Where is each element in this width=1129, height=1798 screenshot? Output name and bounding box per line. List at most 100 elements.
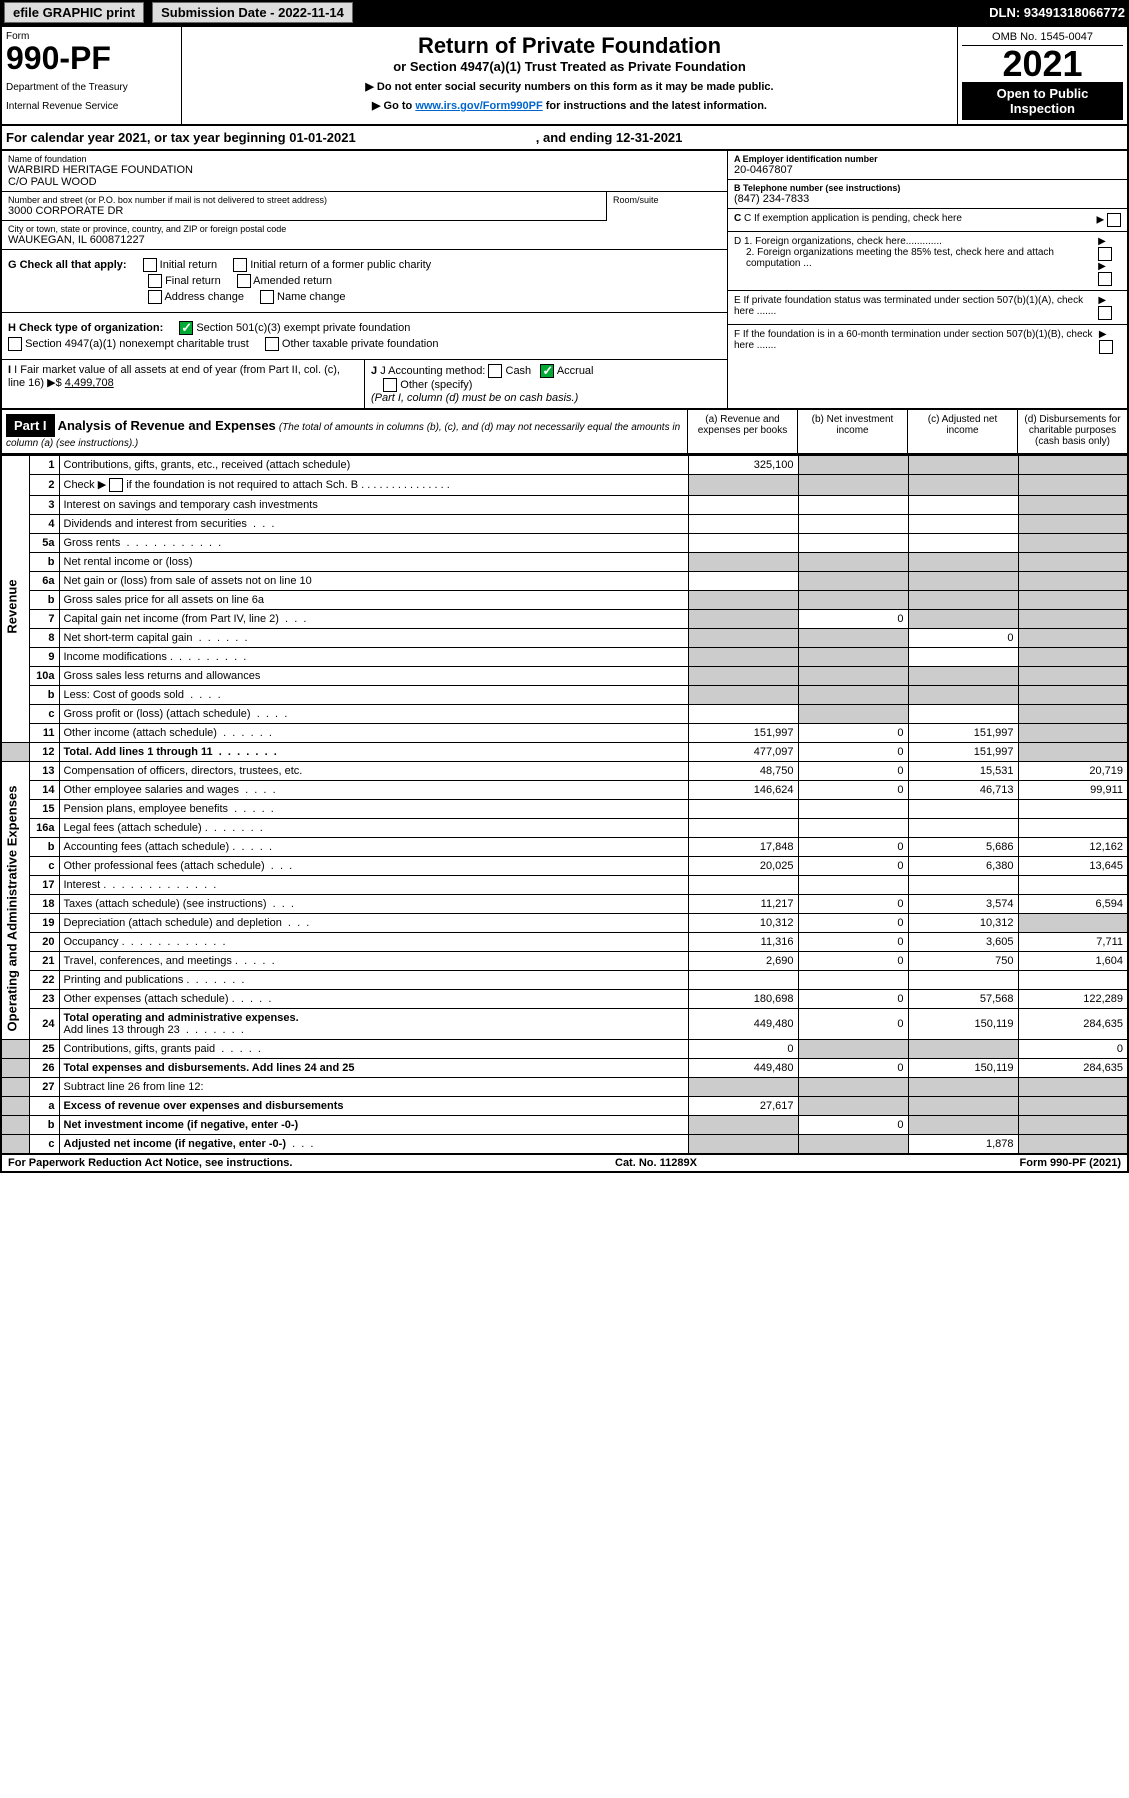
name-change-check[interactable] (260, 290, 274, 304)
l23-c: 57,568 (908, 990, 1018, 1009)
dln: DLN: 93491318066772 (989, 5, 1125, 20)
schb-check[interactable] (109, 478, 123, 492)
l14-c: 46,713 (908, 781, 1018, 800)
line-10b: bLess: Cost of goods sold . . . . (1, 686, 1128, 705)
other-taxable-check[interactable] (265, 337, 279, 351)
line-16c: cOther professional fees (attach schedul… (1, 857, 1128, 876)
l7-num: 7 (29, 610, 59, 629)
initial-return-check[interactable] (143, 258, 157, 272)
501c3-label: Section 501(c)(3) exempt private foundat… (196, 322, 410, 334)
l27b-desc: Net investment income (if negative, ente… (59, 1116, 688, 1135)
l10b-desc: Less: Cost of goods sold . . . . (59, 686, 688, 705)
line-25: 25Contributions, gifts, grants paid . . … (1, 1040, 1128, 1059)
line-24: 24Total operating and administrative exp… (1, 1009, 1128, 1040)
l16b-num: b (29, 838, 59, 857)
other-taxable-label: Other taxable private foundation (282, 338, 439, 350)
l5b-num: b (29, 553, 59, 572)
l13-c: 15,531 (908, 762, 1018, 781)
e-check[interactable] (1098, 306, 1112, 320)
form-id-box: Form 990-PF Department of the Treasury I… (2, 27, 182, 124)
e-label: E If private foundation status was termi… (734, 295, 1098, 317)
amended-return-check[interactable] (237, 274, 251, 288)
l16c-num: c (29, 857, 59, 876)
l21-c: 750 (908, 952, 1018, 971)
exempt-pending: C C If exemption application is pending,… (728, 209, 1127, 232)
l24-num: 24 (29, 1009, 59, 1040)
line-19: 19Depreciation (attach schedule) and dep… (1, 914, 1128, 933)
efile-header: efile GRAPHIC print Submission Date - 20… (0, 0, 1129, 25)
l19-desc: Depreciation (attach schedule) and deple… (59, 914, 688, 933)
l20-num: 20 (29, 933, 59, 952)
l2-num: 2 (29, 475, 59, 496)
l25-num: 25 (29, 1040, 59, 1059)
l18-desc: Taxes (attach schedule) (see instruction… (59, 895, 688, 914)
line-12: 12Total. Add lines 1 through 11 . . . . … (1, 743, 1128, 762)
l6a-num: 6a (29, 572, 59, 591)
l27-num: 27 (29, 1078, 59, 1097)
l19-c: 10,312 (908, 914, 1018, 933)
l27b-num: b (29, 1116, 59, 1135)
f-check[interactable] (1099, 340, 1113, 354)
cash-check[interactable] (488, 364, 502, 378)
l8-desc: Net short-term capital gain . . . . . . (59, 629, 688, 648)
section-h: H Check type of organization: Section 50… (2, 313, 727, 360)
l1-desc: Contributions, gifts, grants, etc., rece… (59, 456, 688, 475)
4947-check[interactable] (8, 337, 22, 351)
l16b-a: 17,848 (688, 838, 798, 857)
revenue-vertical: Revenue (5, 557, 20, 657)
501c3-check[interactable] (179, 321, 193, 335)
l8-c: 0 (908, 629, 1018, 648)
l23-num: 23 (29, 990, 59, 1009)
l16a-desc: Legal fees (attach schedule) . . . . . .… (59, 819, 688, 838)
form-title: Return of Private Foundation (188, 33, 951, 59)
col-d-head: (d) Disbursements for charitable purpose… (1017, 410, 1127, 453)
l11-c: 151,997 (908, 724, 1018, 743)
accrual-check[interactable] (540, 364, 554, 378)
l23-d: 122,289 (1018, 990, 1128, 1009)
l25-d: 0 (1018, 1040, 1128, 1059)
l17-desc: Interest . . . . . . . . . . . . . (59, 876, 688, 895)
final-return-check[interactable] (148, 274, 162, 288)
form-ref: Form 990-PF (2021) (1020, 1157, 1121, 1169)
l18-d: 6,594 (1018, 895, 1128, 914)
l5a-desc: Gross rents . . . . . . . . . . . (59, 534, 688, 553)
l16b-d: 12,162 (1018, 838, 1128, 857)
l21-a: 2,690 (688, 952, 798, 971)
submission-date: Submission Date - 2022-11-14 (152, 2, 353, 23)
city-cell: City or town, state or province, country… (2, 221, 727, 250)
foundation-name: WARBIRD HERITAGE FOUNDATION (8, 164, 721, 176)
line-6a: 6aNet gain or (loss) from sale of assets… (1, 572, 1128, 591)
address-change-check[interactable] (148, 290, 162, 304)
amended-return-label: Amended return (253, 275, 332, 287)
l6a-desc: Net gain or (loss) from sale of assets n… (59, 572, 688, 591)
efile-print-btn[interactable]: efile GRAPHIC print (4, 2, 144, 23)
l7-desc: Capital gain net income (from Part IV, l… (59, 610, 688, 629)
l6b-num: b (29, 591, 59, 610)
cash-label: Cash (506, 365, 532, 377)
col-c-head: (c) Adjusted net income (907, 410, 1017, 453)
c-check[interactable] (1107, 213, 1121, 227)
care-of: C/O PAUL WOOD (8, 176, 721, 188)
initial-former-check[interactable] (233, 258, 247, 272)
l27a-desc: Excess of revenue over expenses and disb… (59, 1097, 688, 1116)
l21-num: 21 (29, 952, 59, 971)
d1-check[interactable] (1098, 247, 1112, 261)
part1-title: Analysis of Revenue and Expenses (58, 418, 276, 433)
line-1: Revenue1Contributions, gifts, grants, et… (1, 456, 1128, 475)
l27b-b: 0 (798, 1116, 908, 1135)
other-method-check[interactable] (383, 378, 397, 392)
l27c-c: 1,878 (908, 1135, 1018, 1155)
goto-note: ▶ Go to www.irs.gov/Form990PF for instru… (188, 99, 951, 112)
l27c-num: c (29, 1135, 59, 1155)
l14-desc: Other employee salaries and wages . . . … (59, 781, 688, 800)
foreign-org: D 1. Foreign organizations, check here..… (728, 232, 1127, 291)
l19-a: 10,312 (688, 914, 798, 933)
l18-b: 0 (798, 895, 908, 914)
d2-check[interactable] (1098, 272, 1112, 286)
form990pf-link[interactable]: www.irs.gov/Form990PF (415, 100, 542, 112)
room-cell: Room/suite (607, 192, 727, 221)
l26-c: 150,119 (908, 1059, 1018, 1078)
form-subtitle: or Section 4947(a)(1) Trust Treated as P… (188, 59, 951, 74)
l24-c: 150,119 (908, 1009, 1018, 1040)
line-27c: cAdjusted net income (if negative, enter… (1, 1135, 1128, 1155)
